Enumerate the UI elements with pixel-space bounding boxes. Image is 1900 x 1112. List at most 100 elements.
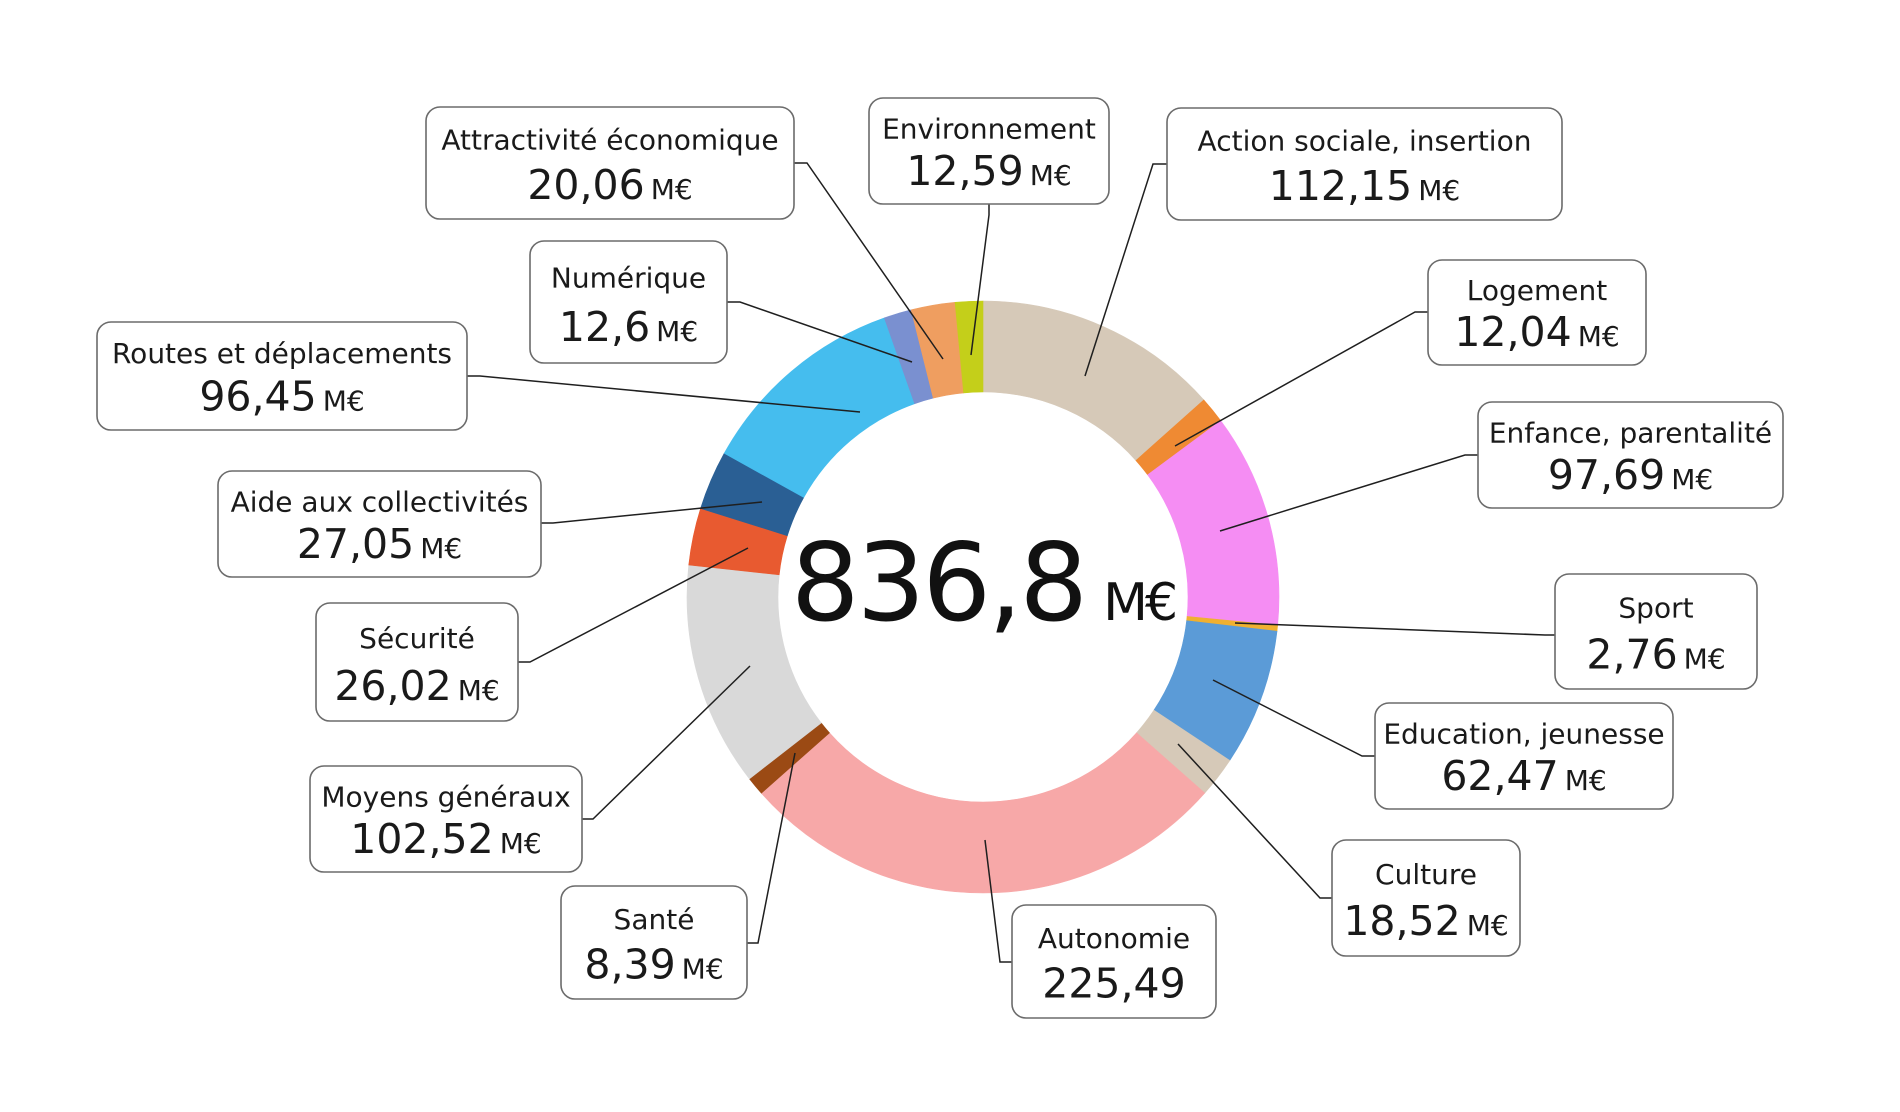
slice-value-number: 112,15 xyxy=(1269,162,1412,210)
slice-label-name: Sécurité xyxy=(359,622,475,655)
label-box xyxy=(1166,107,1563,221)
slice-label-name: Santé xyxy=(614,903,695,936)
slice-value-number: 225,49 xyxy=(1042,960,1185,1008)
slice-label-name: Enfance, parentalité xyxy=(1489,416,1772,449)
slice-value-number: 18,52 xyxy=(1343,897,1460,945)
slice-label-value: 102,52 M€ xyxy=(350,815,541,863)
slice-label-value: 18,52 M€ xyxy=(1343,897,1508,945)
label-box xyxy=(1011,904,1217,1019)
slice-label-name: Sport xyxy=(1618,592,1693,625)
leader-line xyxy=(794,162,944,360)
label-box xyxy=(1427,259,1647,366)
leader-line xyxy=(1212,679,1375,757)
leader-line xyxy=(582,665,751,820)
label-box xyxy=(1477,401,1784,509)
slice-value-unit: M€ xyxy=(1565,764,1607,797)
total-value: 836,8 M€ xyxy=(791,521,1175,646)
slice-label: Santé 8,39 M€ xyxy=(560,885,748,1000)
slice-label: Attractivité économique 20,06 M€ xyxy=(425,106,795,220)
slice-value-unit: M€ xyxy=(651,173,693,206)
slice-label-value: 20,06 M€ xyxy=(527,161,692,209)
leader-line xyxy=(727,301,913,363)
leader-line xyxy=(747,752,796,944)
label-box xyxy=(1554,573,1758,690)
label-box xyxy=(868,97,1110,205)
label-box xyxy=(425,106,795,220)
leader-line xyxy=(467,375,861,413)
slice-label: Numérique 12,6 M€ xyxy=(529,240,728,364)
label-box xyxy=(529,240,728,364)
slice-label: Sécurité 26,02 M€ xyxy=(315,602,519,722)
leader-line xyxy=(518,547,749,663)
slice-label-value: 26,02 M€ xyxy=(334,662,499,710)
leader-line xyxy=(1174,311,1428,447)
leader-line xyxy=(1177,743,1332,899)
slice-value-unit: M€ xyxy=(458,674,500,707)
slice-value-unit: M€ xyxy=(500,827,542,860)
slice-label-name: Numérique xyxy=(551,261,706,294)
slice-value-unit: M€ xyxy=(1684,642,1726,675)
slice-label-value: 8,39 M€ xyxy=(584,941,723,989)
slice-value-number: 27,05 xyxy=(297,520,414,568)
slice-label-name: Logement xyxy=(1467,274,1607,307)
slice-label-name: Culture xyxy=(1375,858,1477,891)
label-box xyxy=(1331,839,1521,957)
leader-lines xyxy=(467,162,1555,963)
donut-slice xyxy=(954,300,984,394)
slice-label: Action sociale, insertion 112,15 M€ xyxy=(1166,107,1563,221)
slice-label-value: 96,45 M€ xyxy=(199,373,364,421)
slice-value-number: 26,02 xyxy=(334,662,451,710)
slice-value-number: 8,39 xyxy=(584,941,675,989)
slice-label-value: 27,05 M€ xyxy=(297,520,462,568)
label-box xyxy=(96,321,468,431)
slice-label-value: 12,6 M€ xyxy=(559,303,698,351)
slice-value-unit: M€ xyxy=(1467,909,1509,942)
slice-label-name: Attractivité économique xyxy=(441,124,778,157)
slice-value-unit: M€ xyxy=(1671,463,1713,496)
label-box xyxy=(217,470,542,578)
slice-label: Culture 18,52 M€ xyxy=(1331,839,1521,957)
slice-value-number: 62,47 xyxy=(1441,752,1558,800)
slice-value-number: 12,6 xyxy=(559,303,650,351)
slice-value-number: 12,04 xyxy=(1454,308,1571,356)
leader-line xyxy=(541,501,763,524)
slice-label-value: 112,15 M€ xyxy=(1269,162,1460,210)
slice-label: Sport 2,76 M€ xyxy=(1554,573,1758,690)
slice-value-unit: M€ xyxy=(656,315,698,348)
slice-value-unit: M€ xyxy=(1030,159,1072,192)
slice-label-value: 62,47 M€ xyxy=(1441,752,1606,800)
slice-label-name: Environnement xyxy=(882,112,1096,145)
slice-label-value: 12,04 M€ xyxy=(1454,308,1619,356)
slice-label-value: 97,69 M€ xyxy=(1548,451,1713,499)
slice-label-name: Action sociale, insertion xyxy=(1198,125,1532,158)
donut-slice xyxy=(760,732,1206,894)
slice-value-unit: M€ xyxy=(1418,174,1460,207)
slice-value-number: 20,06 xyxy=(527,161,644,209)
slice-label-name: Aide aux collectivités xyxy=(231,485,529,518)
total-unit: M€ xyxy=(1103,573,1175,633)
label-box xyxy=(560,885,748,1000)
slice-label-name: Education, jeunesse xyxy=(1383,717,1664,750)
slice-value-unit: M€ xyxy=(420,532,462,565)
total-number: 836,8 xyxy=(791,521,1085,646)
slice-label: Autonomie 225,49 xyxy=(1011,904,1217,1019)
slice-value-number: 96,45 xyxy=(199,373,316,421)
leader-line xyxy=(1084,163,1167,377)
label-box xyxy=(315,602,519,722)
slice-value-unit: M€ xyxy=(323,385,365,418)
slice-label-name: Autonomie xyxy=(1038,922,1190,955)
slice-label-value: 225,49 xyxy=(1042,960,1185,1008)
leader-line xyxy=(984,839,1012,963)
slice-value-number: 12,59 xyxy=(906,147,1023,195)
slice-value-number: 102,52 xyxy=(350,815,493,863)
leader-line xyxy=(970,204,990,356)
leader-line xyxy=(1234,622,1555,636)
